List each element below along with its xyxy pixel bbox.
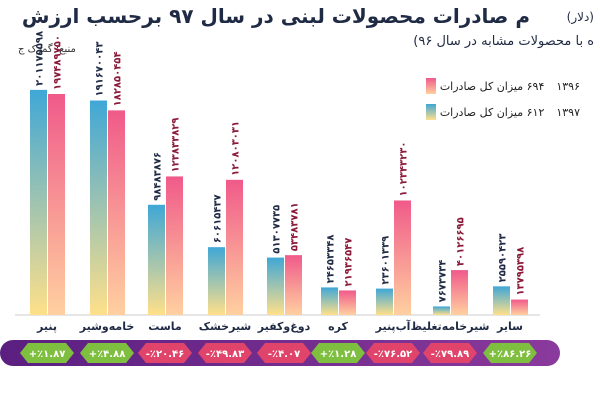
legend-item-1397: ۱۳۹۷ ۶۱۲ میزان کل صادرات [425,104,580,120]
value-label-1397-1: ۱۹۱۶۷۰۰۴۳ [95,42,106,97]
change-badge-0 [20,343,74,363]
category-label-0: پنیر [36,320,57,333]
value-label-1397-7: ۷۶۷۳۷۳۴ [438,260,449,303]
category-label-5: کره [328,320,348,333]
change-label-1: +٪۴.۸۸ [89,349,126,360]
chart-subtitle: ه با محصولات مشابه در سال ۹۶) [413,34,594,49]
bar-1397-7 [433,306,450,315]
change-label-8: +٪۸۶.۲۶ [489,349,532,360]
change-label-2: -٪۲۰.۴۶ [146,349,184,360]
value-label-1397-4: ۵۱۳۰۷۷۳۵ [272,205,283,254]
value-label-1396-6: ۱۰۲۳۴۳۲۳۰ [399,142,410,197]
change-badge-4 [257,343,311,363]
bar-1397-4 [267,257,284,315]
category-label-7: شیرخامه‌تغلیظ [411,320,490,333]
value-label-1397-8: ۲۵۵۹۰۴۲۳ [498,234,509,283]
legend-swatch-1397 [425,104,436,120]
value-label-1396-0: ۱۹۷۴۸۹۷۵۰ [53,35,64,90]
bar-1397-1 [90,100,107,316]
category-label-1: خامه‌وشیر [79,320,135,333]
change-label-0: +٪۱.۸۷ [29,349,66,360]
change-badge-8 [483,343,537,363]
category-label-3: شیرخشک [199,320,252,333]
bar-1397-6 [376,288,393,315]
value-label-1396-4: ۵۳۴۸۳۷۸۱ [290,202,301,251]
value-label-1397-0: ۲۰۱۱۷۵۵۹۸ [35,31,46,86]
change-label-3: -٪۴۹.۸۳ [206,349,244,360]
value-label-1397-3: ۶۰۶۱۵۴۳۷ [213,194,224,243]
value-label-1397-6: ۲۳۶۰۱۳۳۹ [381,236,392,285]
value-label-1396-5: ۲۱۹۳۶۵۴۷ [344,238,355,287]
change-label-6: -٪۷۶.۵۲ [374,349,412,360]
chart-title: م صادرات محصولات لبنی در سال ۹۷ برحسب ار… [21,4,530,28]
bar-1397-5 [321,287,338,315]
value-label-1396-8: ۱۳۷۹۵۳۹۸ [516,247,527,296]
legend-year-1397: ۱۳۹۷ [556,105,580,119]
change-badge-2 [138,343,192,363]
change-badge-5 [311,343,365,363]
change-badge-7 [423,343,477,363]
source-label: منبع: گمرک ج [18,44,76,55]
legend-label-1397: ۶۱۲ میزان کل صادرات [439,105,545,119]
category-label-8: سایر [496,320,523,333]
bar-1396-7 [451,270,468,315]
legend-item-1396: ۱۳۹۶ ۶۹۴ میزان کل صادرات [425,78,580,94]
unit-label: (دلار) [566,10,594,24]
category-label-6: آب‌پنیر [375,319,411,333]
bar-1396-2 [166,176,183,315]
value-label-1396-1: ۱۸۲۸۵۰۴۵۴ [113,51,124,106]
change-badge-6 [366,343,420,363]
bar-1396-6 [394,200,411,315]
bar-1396-1 [108,110,125,315]
legend-year-1396: ۱۳۹۶ [556,79,580,93]
category-label-2: ماست [148,320,181,333]
change-label-5: +٪۱.۲۸ [320,349,357,360]
value-label-1397-5: ۲۴۶۵۳۳۴۸ [326,235,337,284]
change-label-7: -٪۷۹.۸۹ [431,349,469,360]
bar-1396-3 [226,179,243,315]
value-label-1397-2: ۹۸۴۸۳۸۷۶ [153,152,164,201]
bar-1397-8 [493,286,510,315]
value-label-1396-7: ۴۰۱۲۶۶۹۵ [456,217,467,266]
bar-1396-4 [285,255,302,315]
legend-label-1396: ۶۹۴ میزان کل صادرات [439,79,545,93]
bar-1397-2 [148,204,165,315]
legend-swatch-1396 [425,78,436,94]
change-badge-1 [80,343,134,363]
change-badge-3 [198,343,252,363]
bar-1396-5 [339,290,356,315]
bar-1396-0 [48,93,65,315]
change-label-4: -٪۴.۰۷ [268,349,300,360]
value-label-1396-3: ۱۲۰۸۰۳۰۳۱ [231,121,242,176]
bar-1396-8 [511,299,528,315]
bar-1397-0 [30,89,47,315]
bar-1397-3 [208,247,225,315]
category-label-4: دوغ‌وکفیر [257,320,311,333]
value-label-1396-2: ۱۲۳۸۳۳۸۲۹ [171,117,182,172]
